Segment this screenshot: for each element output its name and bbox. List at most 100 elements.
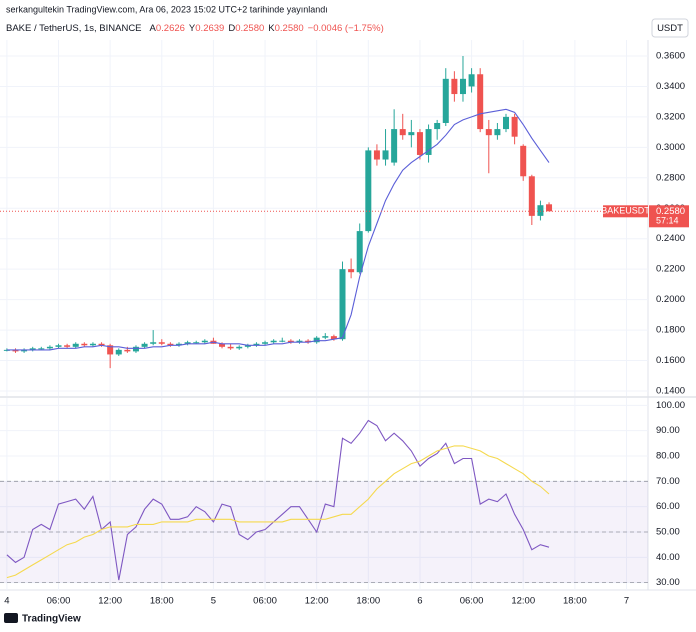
candle-body (124, 349, 131, 352)
x-tick-label: 12:00 (511, 596, 535, 607)
candle-body (253, 343, 260, 346)
legend-value: 0.2580 (275, 23, 304, 34)
candle-body (348, 269, 355, 273)
price-tag-name-box (603, 205, 648, 218)
candle-body (287, 340, 294, 343)
y-tick-label: 0.2800 (656, 172, 685, 183)
candle-body (3, 349, 10, 351)
y-tick-label: 70.00 (656, 476, 680, 487)
line-series (6, 108, 550, 351)
candle-body (107, 345, 114, 355)
published-note: serkangultekin TradingView.com, Ara 06, … (6, 4, 328, 14)
y-tick-label: 100.00 (656, 400, 685, 411)
candle-body (373, 150, 380, 160)
y-tick-label: 0.3600 (656, 51, 685, 62)
candle-body (46, 346, 53, 349)
x-tick-label: 06:00 (460, 596, 484, 607)
y-tick-label: 0.3400 (656, 81, 685, 92)
candle-body (270, 340, 277, 343)
currency[interactable]: USDT (657, 23, 683, 34)
x-tick-label: 12:00 (98, 596, 122, 607)
candle-body (434, 122, 441, 130)
candle-body (459, 78, 466, 95)
candle-body (55, 345, 62, 347)
candle-body (330, 336, 337, 340)
candle-body (81, 343, 88, 346)
candle-body (485, 129, 492, 136)
candle-body (227, 346, 234, 349)
candle-body (468, 74, 475, 87)
y-tick-label: 80.00 (656, 451, 680, 462)
candle-body (442, 78, 449, 123)
candle-body (184, 342, 191, 344)
legend-value: 0.2580 (235, 23, 264, 34)
candle-body (72, 343, 79, 347)
legend-label: D (228, 23, 235, 34)
candle-body (150, 342, 157, 344)
legend-label: Y (189, 23, 196, 34)
y-tick-label: 0.1400 (656, 385, 685, 396)
brand: TradingView (22, 614, 81, 625)
candle-body (365, 150, 372, 232)
candle-body (425, 129, 432, 155)
candle-body (12, 349, 19, 352)
candle-body (279, 340, 286, 342)
x-tick-label: 18:00 (563, 596, 587, 607)
x-tick-label: 4 (4, 596, 9, 607)
candle-body (236, 346, 243, 349)
candle-body (546, 204, 553, 212)
x-tick-label: 5 (211, 596, 216, 607)
logo (4, 613, 18, 623)
y-tick-label: 90.00 (656, 425, 680, 436)
y-tick-label: 0.1600 (656, 355, 685, 366)
legend-label: A (150, 23, 157, 34)
candle-body (356, 231, 363, 273)
candle-body (64, 345, 71, 347)
candle-body (262, 342, 269, 344)
legend-value: 0.2626 (156, 23, 185, 34)
candle-body (29, 348, 36, 350)
candle-body (98, 343, 105, 346)
candle-body (503, 116, 510, 130)
candle-body (399, 129, 406, 136)
candle-body (201, 340, 208, 343)
legend-value: 0.2639 (195, 23, 224, 34)
candle-body (244, 345, 251, 347)
candle-body (158, 342, 165, 344)
candle-body (313, 337, 320, 343)
candle-body (477, 74, 484, 130)
currency-box[interactable] (651, 18, 689, 38)
candle-body (296, 340, 303, 343)
line-series (6, 419, 550, 581)
candle-body (193, 342, 200, 344)
candle-body (451, 78, 458, 95)
candle-body (511, 116, 518, 137)
y-tick-label: 50.00 (656, 527, 680, 538)
y-tick-label: 40.00 (656, 552, 680, 563)
candle-body (175, 343, 182, 346)
legend: BAKE / TetherUS, 1s, BINANCE A0.2626 Y0.26… (6, 23, 384, 34)
candle-body (339, 269, 346, 340)
candle-body (537, 205, 544, 216)
price-tag-name: BAKEUSDT (601, 206, 650, 216)
y-tick-label: 0.2000 (656, 294, 685, 305)
candle-body (132, 346, 139, 352)
candle-body (219, 343, 226, 347)
price-tag-countdown: 57:14 (656, 216, 679, 226)
candle-body (382, 150, 389, 160)
price-tag-box (649, 205, 689, 228)
legend-change: −0.0046 (−1.75%) (308, 23, 384, 34)
x-tick-label: 18:00 (356, 596, 380, 607)
y-tick-label: 0.2200 (656, 264, 685, 275)
x-tick-label: 12:00 (305, 596, 329, 607)
candle-body (391, 129, 398, 163)
y-tick-label: 60.00 (656, 501, 680, 512)
candle-body (38, 348, 45, 350)
candle-body (528, 176, 535, 216)
y-tick-label: 0.3200 (656, 111, 685, 122)
y-tick-label: 0.3000 (656, 142, 685, 153)
line-series (6, 445, 550, 579)
symbol: BAKE / TetherUS, 1s, BINANCE (6, 23, 142, 34)
candle-body (21, 349, 28, 352)
x-tick-label: 06:00 (253, 596, 277, 607)
